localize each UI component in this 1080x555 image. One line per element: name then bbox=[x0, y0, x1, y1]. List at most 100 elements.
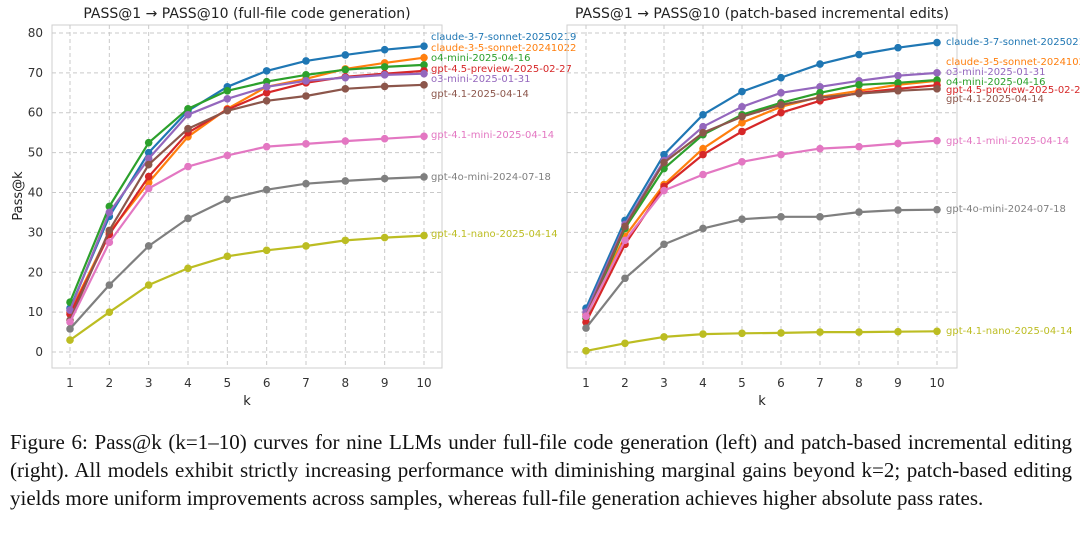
series-end-label: claude-3-5-sonnet-20241022 bbox=[946, 57, 1080, 68]
left-series-gpt-4-1-nano-2025-04-14: gpt-4.1-nano-2025-04-14 bbox=[66, 229, 558, 344]
left-x-tick-label: 5 bbox=[224, 376, 232, 390]
series-end-label: gpt-4.1-2025-04-14 bbox=[431, 89, 529, 100]
left-x-tick-label: 3 bbox=[145, 376, 153, 390]
left-x-tick-label: 4 bbox=[184, 376, 192, 390]
left-x-tick-label: 1 bbox=[66, 376, 74, 390]
right-x-tick-label: 6 bbox=[777, 376, 785, 390]
data-point bbox=[582, 324, 590, 332]
left-chart-panel: PASS@1 → PASS@10 (full-file code generat… bbox=[11, 6, 576, 409]
series-line bbox=[68, 63, 425, 303]
data-point bbox=[894, 43, 902, 52]
data-point bbox=[855, 328, 863, 336]
data-point bbox=[660, 186, 668, 195]
data-point bbox=[302, 71, 310, 79]
data-point bbox=[777, 100, 785, 109]
left-x-tick-label: 10 bbox=[416, 376, 431, 390]
data-point bbox=[738, 127, 746, 136]
data-point bbox=[66, 318, 74, 326]
right-x-tick-label: 5 bbox=[738, 376, 746, 390]
data-point bbox=[894, 206, 902, 214]
data-point bbox=[582, 312, 590, 320]
series-end-label: gpt-4o-mini-2024-07-18 bbox=[946, 204, 1066, 215]
data-point bbox=[144, 154, 153, 163]
series-line bbox=[585, 330, 938, 352]
data-point bbox=[738, 87, 746, 96]
data-point bbox=[855, 208, 863, 216]
left-y-tick-label: 60 bbox=[28, 106, 43, 120]
data-point bbox=[777, 108, 785, 117]
data-point bbox=[380, 71, 389, 79]
left-y-axis-label: Pass@k bbox=[11, 171, 26, 221]
left-x-tick-label: 9 bbox=[381, 376, 389, 390]
data-point bbox=[855, 142, 863, 151]
data-point bbox=[341, 65, 350, 74]
data-point bbox=[933, 205, 941, 214]
data-point bbox=[816, 213, 824, 221]
data-point bbox=[144, 184, 153, 193]
series-line bbox=[585, 79, 938, 315]
right-series-gpt-4-1-mini-2025-04-14: gpt-4.1-mini-2025-04-14 bbox=[582, 136, 1069, 320]
right-x-tick-label: 7 bbox=[816, 376, 824, 390]
left-y-tick-label: 40 bbox=[28, 186, 43, 200]
series-line bbox=[584, 78, 938, 319]
figure: PASS@1 → PASS@10 (full-file code generat… bbox=[11, 6, 1080, 409]
data-point bbox=[582, 347, 590, 355]
left-series-gpt-4-1-mini-2025-04-14: gpt-4.1-mini-2025-04-14 bbox=[66, 130, 554, 326]
series-line bbox=[68, 72, 425, 311]
series-line bbox=[68, 83, 425, 321]
data-point bbox=[66, 336, 74, 344]
right-series: claude-3-7-sonnet-20250219 claude-3-5-son… bbox=[582, 37, 1080, 355]
data-point bbox=[699, 144, 707, 153]
data-point bbox=[420, 53, 428, 62]
data-point bbox=[420, 132, 428, 141]
left-x-ticks: 1 2 3 4 5 6 7 8 9 10 bbox=[66, 376, 431, 390]
data-point bbox=[223, 151, 232, 160]
series-end-label: o4-mini-2025-04-16 bbox=[946, 77, 1045, 88]
data-point bbox=[420, 61, 428, 69]
data-point bbox=[66, 325, 74, 333]
series-line bbox=[69, 234, 425, 341]
series-line bbox=[584, 41, 938, 309]
data-point bbox=[144, 242, 153, 250]
data-point bbox=[302, 140, 310, 148]
data-point bbox=[894, 87, 902, 95]
data-point bbox=[144, 138, 153, 147]
left-series: claude-3-7-sonnet-20250219claude-3-5-son… bbox=[66, 32, 576, 344]
right-x-tick-label: 10 bbox=[929, 376, 944, 390]
data-point bbox=[699, 224, 707, 233]
data-point bbox=[420, 173, 428, 181]
right-x-tick-label: 9 bbox=[894, 376, 902, 390]
data-point bbox=[184, 110, 192, 119]
series-end-label: claude-3-7-sonnet-20250219 bbox=[431, 32, 576, 43]
data-point bbox=[894, 327, 902, 336]
left-series-gpt-4o-mini-2024-07-18: gpt-4o-mini-2024-07-18 bbox=[66, 172, 551, 333]
right-x-tick-label: 1 bbox=[582, 376, 590, 390]
data-point bbox=[660, 158, 668, 167]
right-series-gpt-4o-mini-2024-07-18: gpt-4o-mini-2024-07-18 bbox=[582, 204, 1066, 332]
data-point bbox=[621, 339, 629, 348]
data-point bbox=[420, 42, 428, 50]
left-x-tick-label: 2 bbox=[106, 376, 114, 390]
data-point bbox=[262, 89, 271, 97]
data-point bbox=[738, 112, 746, 121]
left-y-tick-label: 50 bbox=[28, 146, 43, 160]
data-point bbox=[621, 222, 629, 231]
data-point bbox=[621, 274, 629, 283]
data-point bbox=[894, 139, 902, 148]
left-y-tick-label: 0 bbox=[35, 345, 43, 359]
data-point bbox=[699, 330, 707, 338]
data-point bbox=[302, 242, 310, 250]
data-point bbox=[816, 83, 824, 91]
data-point bbox=[816, 60, 824, 68]
data-point bbox=[738, 329, 746, 338]
right-x-tick-label: 8 bbox=[855, 376, 863, 390]
data-point bbox=[933, 69, 941, 77]
data-point bbox=[105, 226, 114, 235]
data-point bbox=[302, 77, 310, 85]
data-point bbox=[144, 160, 153, 169]
right-chart-title: PASS@1 → PASS@10 (patch-based incrementa… bbox=[575, 6, 949, 22]
data-point bbox=[262, 185, 271, 194]
left-x-tick-label: 6 bbox=[263, 376, 271, 390]
figure-caption: Figure 6: Pass@k (k=1–10) curves for nin… bbox=[10, 430, 1072, 510]
data-point bbox=[144, 172, 153, 181]
